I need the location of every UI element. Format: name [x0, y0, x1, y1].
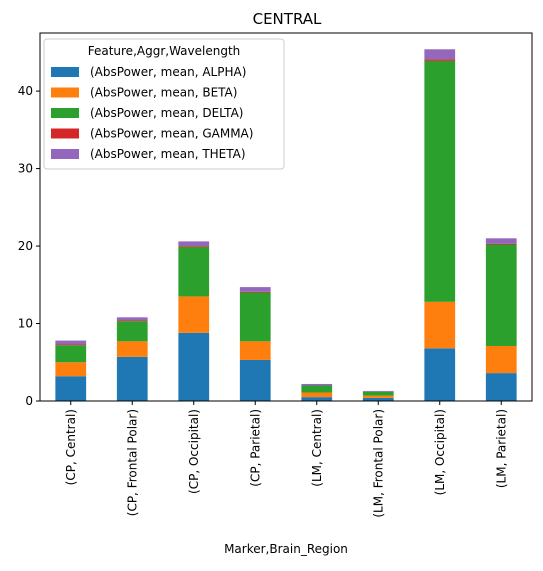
- legend-swatch: [51, 128, 79, 139]
- bar-segment-abspower-mean-delta-1: [116, 321, 148, 342]
- x-axis-label: Marker,Brain_Region: [224, 542, 348, 556]
- bar-segment-abspower-mean-theta-1: [116, 317, 148, 321]
- bar-segment-abspower-mean-delta-5: [362, 391, 394, 396]
- bar-segment-abspower-mean-beta-5: [362, 395, 394, 398]
- y-tick-label: 30: [18, 162, 33, 176]
- bar-segment-abspower-mean-theta-2: [178, 241, 210, 247]
- legend-label: (AbsPower, mean, BETA): [90, 86, 237, 100]
- y-tick-label: 20: [18, 239, 33, 253]
- bar-segment-abspower-mean-theta-7: [485, 238, 517, 244]
- y-tick-label: 40: [18, 84, 33, 98]
- x-tick-label: (LM, Occipital): [433, 409, 447, 495]
- bar-segment-abspower-mean-delta-3: [239, 292, 271, 342]
- bar-segment-abspower-mean-alpha-6: [424, 348, 456, 401]
- plot-frame: [39, 32, 533, 402]
- bar-segment-abspower-mean-beta-7: [485, 345, 517, 374]
- bar-segment-abspower-mean-delta-4: [301, 385, 333, 393]
- legend-label: (AbsPower, mean, DELTA): [90, 106, 243, 120]
- bar-segment-abspower-mean-beta-4: [301, 392, 333, 398]
- bar-segment-abspower-mean-gamma-1: [116, 320, 148, 322]
- bar-segment-abspower-mean-beta-6: [424, 301, 456, 349]
- axes-layer: (CP, Central) (CP, Frontal Polar) (CP, Occ…: [18, 32, 533, 518]
- legend-label: (AbsPower, mean, ALPHA): [90, 65, 246, 79]
- legend-swatch: [51, 149, 79, 159]
- bar-segment-abspower-mean-alpha-4: [301, 397, 333, 401]
- bar-segment-abspower-mean-theta-3: [239, 287, 271, 292]
- bar-segment-abspower-mean-alpha-1: [116, 356, 148, 401]
- bar-segment-abspower-mean-gamma-6: [424, 59, 456, 61]
- bar-segment-abspower-mean-delta-2: [178, 246, 210, 297]
- bar-segment-abspower-mean-theta-6: [424, 49, 456, 60]
- x-tick-label: (CP, Frontal Polar): [125, 409, 139, 516]
- bar-segment-abspower-mean-alpha-0: [55, 376, 87, 401]
- bar-segment-abspower-mean-delta-7: [485, 244, 517, 346]
- bar-segment-abspower-mean-theta-0: [55, 340, 87, 345]
- bars-layer: [55, 49, 517, 401]
- x-tick-label: (LM, Central): [310, 409, 324, 487]
- bar-segment-abspower-mean-alpha-5: [362, 397, 394, 401]
- bar-segment-abspower-mean-beta-2: [178, 296, 210, 333]
- x-tick-label: (LM, Parietal): [494, 409, 508, 488]
- x-tick-label: (CP, Occipital): [187, 409, 201, 494]
- bar-segment-abspower-mean-gamma-0: [55, 344, 87, 346]
- legend-label: (AbsPower, mean, THETA): [90, 147, 246, 161]
- x-tick-label: (LM, Frontal Polar): [371, 409, 385, 518]
- bar-segment-abspower-mean-alpha-7: [485, 373, 517, 401]
- bar-segment-abspower-mean-delta-6: [424, 60, 456, 302]
- y-tick-label: 10: [18, 317, 33, 331]
- legend-frame: [43, 38, 285, 170]
- legend-swatch: [51, 67, 79, 77]
- bar-segment-abspower-mean-gamma-2: [178, 246, 210, 247]
- legend-title: Feature,Aggr,Wavelength: [88, 44, 241, 58]
- bar-segment-abspower-mean-theta-5: [362, 390, 394, 392]
- legend-swatch: [51, 108, 79, 118]
- chart-title: CENTRAL: [253, 10, 322, 28]
- x-tick-label: (CP, Parietal): [248, 409, 262, 487]
- legend-label: (AbsPower, mean, GAMMA): [90, 127, 253, 141]
- bar-segment-abspower-mean-beta-0: [55, 362, 87, 377]
- bar-segment-abspower-mean-gamma-3: [239, 291, 271, 293]
- bar-segment-abspower-mean-gamma-7: [485, 243, 517, 245]
- legend: Feature,Aggr,Wavelength (AbsPower, mean,…: [43, 38, 285, 170]
- bar-segment-abspower-mean-delta-0: [55, 345, 87, 363]
- bar-segment-abspower-mean-theta-4: [301, 383, 333, 386]
- bar-segment-abspower-mean-beta-1: [116, 341, 148, 357]
- legend-swatch: [51, 87, 79, 98]
- y-tick-label: 0: [25, 394, 33, 408]
- bar-segment-abspower-mean-alpha-3: [239, 359, 271, 401]
- x-tick-label: (CP, Central): [64, 409, 78, 485]
- bar-segment-abspower-mean-beta-3: [239, 341, 271, 360]
- bar-segment-abspower-mean-alpha-2: [178, 332, 210, 401]
